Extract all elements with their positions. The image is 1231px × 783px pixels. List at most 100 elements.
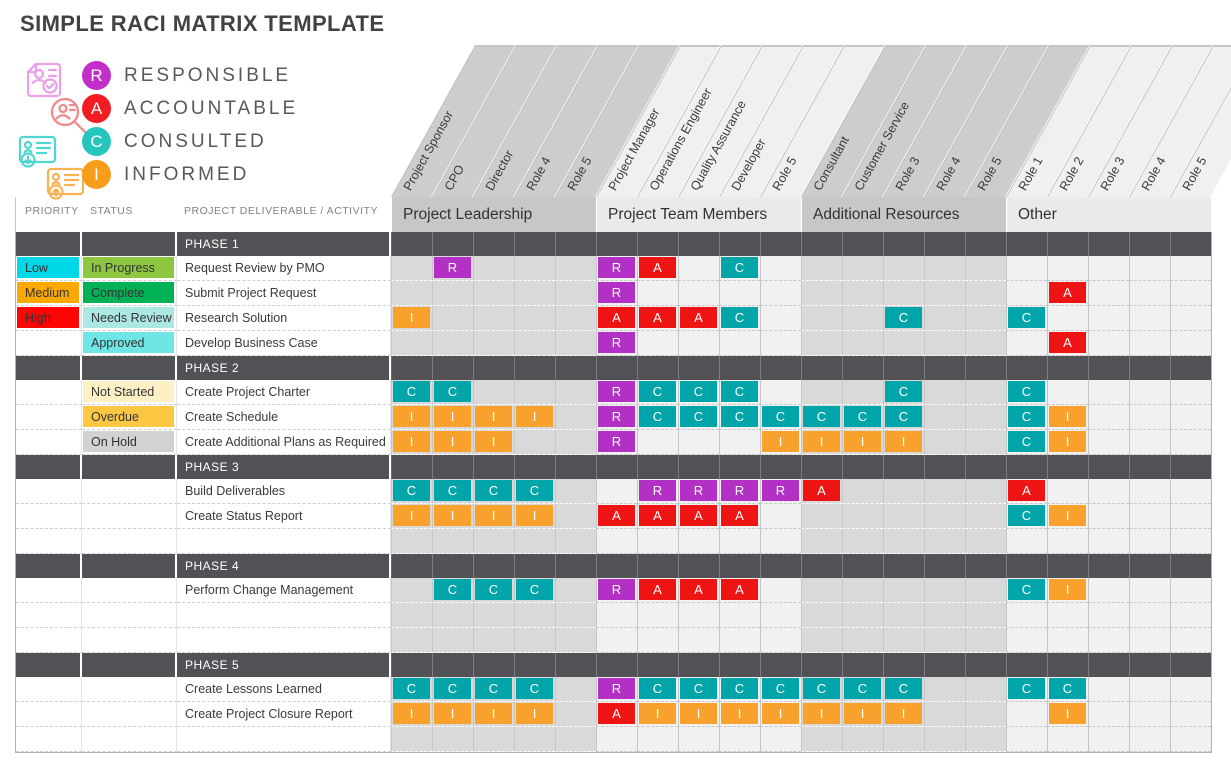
matrix-cell[interactable] [842,504,883,529]
matrix-cell[interactable]: C [432,578,473,603]
matrix-cell[interactable] [719,331,760,356]
status-cell[interactable] [82,578,177,603]
matrix-cell[interactable]: I [391,702,432,727]
matrix-cell[interactable] [842,529,883,554]
status-cell[interactable] [82,702,177,727]
matrix-cell[interactable]: C [719,256,760,281]
matrix-cell[interactable] [1088,504,1129,529]
matrix-cell[interactable] [1129,331,1170,356]
matrix-cell[interactable]: R [637,479,678,504]
matrix-cell[interactable] [1006,603,1047,628]
matrix-cell[interactable] [801,331,842,356]
matrix-cell[interactable] [1129,628,1170,653]
matrix-cell[interactable] [678,281,719,306]
matrix-cell[interactable] [555,479,596,504]
matrix-cell[interactable]: A [1006,479,1047,504]
matrix-cell[interactable] [801,603,842,628]
matrix-cell[interactable] [924,380,965,405]
matrix-cell[interactable] [514,430,555,455]
priority-cell[interactable] [16,628,82,653]
activity-cell[interactable]: Develop Business Case [177,331,391,356]
matrix-cell[interactable] [432,529,473,554]
matrix-cell[interactable] [1129,603,1170,628]
status-cell[interactable] [82,504,177,529]
priority-cell[interactable]: Medium [16,281,82,306]
priority-cell[interactable] [16,430,82,455]
matrix-cell[interactable] [555,331,596,356]
matrix-cell[interactable]: R [719,479,760,504]
matrix-cell[interactable] [965,281,1006,306]
matrix-cell[interactable] [1006,702,1047,727]
activity-cell[interactable] [177,628,391,653]
matrix-cell[interactable] [801,256,842,281]
matrix-cell[interactable]: R [596,405,637,430]
matrix-cell[interactable]: I [514,504,555,529]
matrix-cell[interactable]: A [637,578,678,603]
matrix-cell[interactable] [555,306,596,331]
matrix-cell[interactable]: I [801,430,842,455]
matrix-cell[interactable] [637,727,678,752]
matrix-cell[interactable] [1088,281,1129,306]
matrix-cell[interactable] [1170,380,1211,405]
matrix-cell[interactable]: C [637,677,678,702]
matrix-cell[interactable] [1088,479,1129,504]
matrix-cell[interactable] [1170,306,1211,331]
matrix-cell[interactable]: C [719,380,760,405]
matrix-cell[interactable]: A [596,504,637,529]
matrix-cell[interactable] [1006,281,1047,306]
matrix-cell[interactable] [473,727,514,752]
priority-cell[interactable] [16,331,82,356]
matrix-cell[interactable] [965,504,1006,529]
matrix-cell[interactable] [760,727,801,752]
matrix-cell[interactable]: A [596,702,637,727]
matrix-cell[interactable] [842,281,883,306]
matrix-cell[interactable]: C [473,677,514,702]
matrix-cell[interactable] [596,603,637,628]
matrix-cell[interactable]: I [391,405,432,430]
matrix-cell[interactable] [1088,603,1129,628]
matrix-cell[interactable] [1088,727,1129,752]
matrix-cell[interactable] [1047,306,1088,331]
matrix-cell[interactable] [637,628,678,653]
matrix-cell[interactable] [760,628,801,653]
matrix-cell[interactable] [1170,628,1211,653]
matrix-cell[interactable] [883,256,924,281]
matrix-cell[interactable] [1047,479,1088,504]
activity-cell[interactable] [177,727,391,752]
matrix-cell[interactable] [883,529,924,554]
matrix-cell[interactable] [473,306,514,331]
matrix-cell[interactable] [842,603,883,628]
matrix-cell[interactable] [391,628,432,653]
activity-cell[interactable]: Create Additional Plans as Required [177,430,391,455]
matrix-cell[interactable] [473,603,514,628]
matrix-cell[interactable]: C [1006,306,1047,331]
matrix-cell[interactable] [760,578,801,603]
matrix-cell[interactable] [1129,281,1170,306]
matrix-cell[interactable] [1170,504,1211,529]
matrix-cell[interactable] [1129,479,1170,504]
matrix-cell[interactable] [1129,727,1170,752]
matrix-cell[interactable] [965,256,1006,281]
matrix-cell[interactable] [883,281,924,306]
matrix-cell[interactable]: A [719,578,760,603]
matrix-cell[interactable] [432,628,473,653]
status-cell[interactable]: Not Started [82,380,177,405]
matrix-cell[interactable] [637,281,678,306]
matrix-cell[interactable]: C [1047,677,1088,702]
matrix-cell[interactable]: I [719,702,760,727]
matrix-cell[interactable] [1088,430,1129,455]
matrix-cell[interactable]: I [760,702,801,727]
matrix-cell[interactable]: R [596,578,637,603]
matrix-cell[interactable]: I [1047,578,1088,603]
matrix-cell[interactable] [924,306,965,331]
matrix-cell[interactable] [1170,677,1211,702]
matrix-cell[interactable]: R [678,479,719,504]
matrix-cell[interactable] [555,578,596,603]
matrix-cell[interactable] [1047,529,1088,554]
matrix-cell[interactable] [760,306,801,331]
matrix-cell[interactable] [883,479,924,504]
activity-cell[interactable]: Create Lessons Learned [177,677,391,702]
matrix-cell[interactable]: I [1047,430,1088,455]
matrix-cell[interactable] [924,677,965,702]
matrix-cell[interactable]: A [637,256,678,281]
